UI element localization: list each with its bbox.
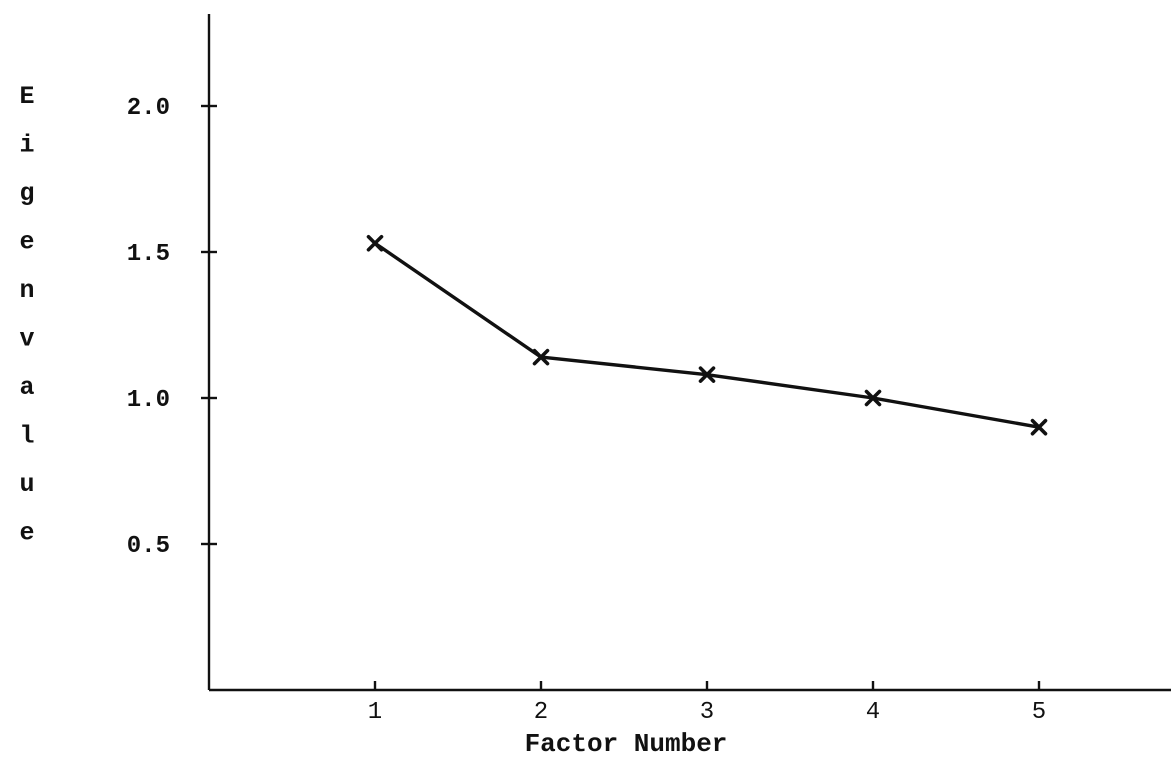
- y-axis-label-letter: E: [19, 82, 34, 111]
- y-axis-label-letter: i: [19, 131, 34, 160]
- y-axis-label-letter: e: [19, 519, 34, 548]
- y-tick-label: 0.5: [127, 533, 170, 560]
- x-tick-label: 4: [866, 699, 880, 726]
- y-axis-label-letter: l: [19, 422, 34, 451]
- y-tick-label: 1.5: [127, 241, 170, 268]
- axes: [207, 14, 1171, 692]
- y-axis-label-letter: u: [19, 470, 34, 499]
- data-point-marker: [1030, 418, 1048, 436]
- y-axis-label-letter: n: [19, 276, 34, 305]
- y-tick-label: 1.0: [127, 387, 170, 414]
- x-tick-label: 2: [534, 699, 548, 726]
- data-point-marker: [532, 348, 550, 366]
- x-tick-label: 1: [368, 699, 382, 726]
- series-line: [374, 241, 1040, 429]
- data-point-marker: [366, 234, 384, 252]
- data-point-marker: [864, 389, 882, 407]
- y-axis-label-letter: v: [19, 325, 34, 354]
- y-axis-label-letter: e: [19, 228, 34, 257]
- series-group: [366, 234, 1048, 436]
- y-axis-label-letter: a: [19, 373, 34, 402]
- x-ticks: 1 2 3 4 5: [368, 681, 1046, 726]
- y-axis-label-letter: g: [19, 179, 34, 208]
- x-tick-label: 5: [1032, 699, 1046, 726]
- x-tick-label: 3: [700, 699, 714, 726]
- data-point-marker: [698, 366, 716, 383]
- y-ticks: 0.5 1.0 1.5 2.0: [127, 95, 217, 560]
- y-tick-label: 2.0: [127, 95, 170, 122]
- x-axis-label: Factor Number: [525, 729, 728, 755]
